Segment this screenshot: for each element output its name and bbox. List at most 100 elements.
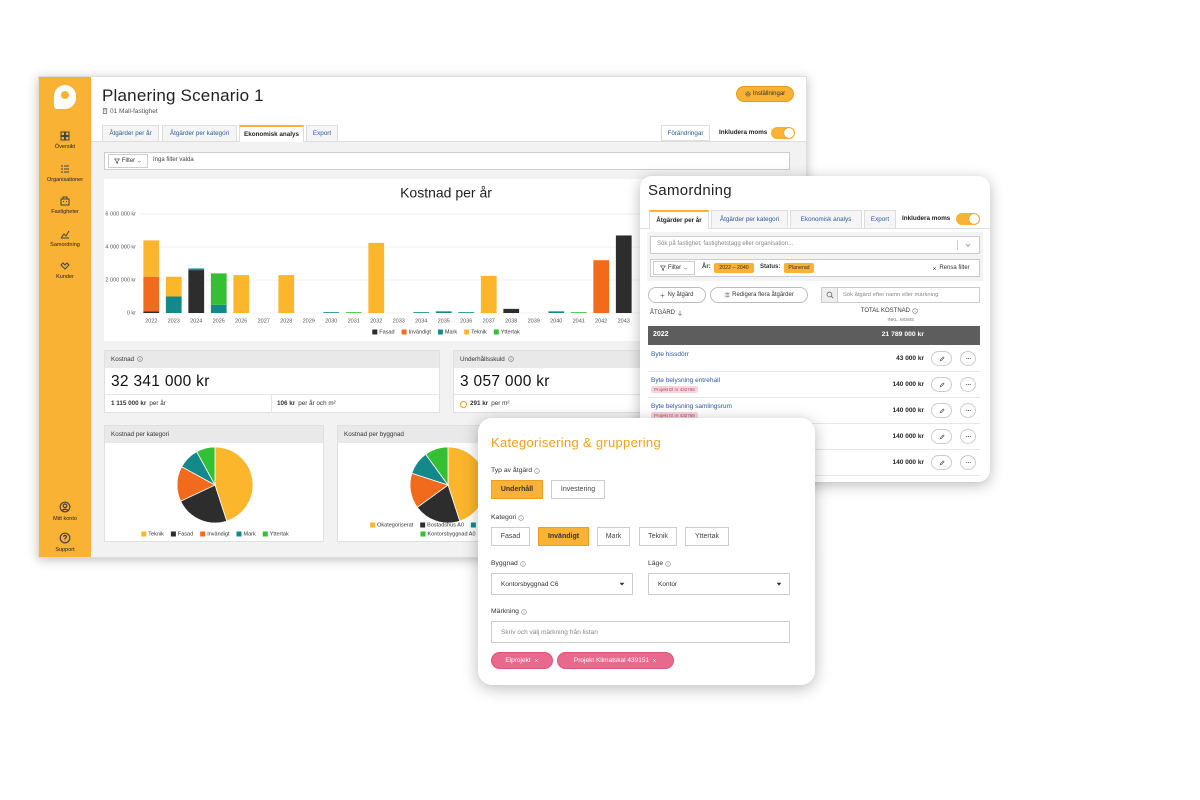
option-button[interactable]: Underhåll — [491, 480, 543, 499]
option-button[interactable]: Fasad — [491, 527, 530, 546]
action-name[interactable]: Byte hissdörr — [651, 351, 689, 358]
tag-chip[interactable]: Elprojekt — [491, 652, 553, 669]
toggle[interactable] — [956, 213, 980, 225]
tab[interactable]: Export — [306, 125, 338, 142]
filter-chip[interactable]: Planerad — [784, 263, 814, 273]
nav-item[interactable]: Mitt konto — [53, 516, 77, 522]
x-tick-label: 2038 — [505, 318, 517, 324]
nav-item[interactable]: Samordning — [50, 241, 80, 248]
filter-key: Status: — [760, 264, 781, 270]
option-button-label: Yttertak — [694, 533, 720, 540]
nav-item[interactable]: Fastigheter — [51, 209, 79, 215]
action-name[interactable]: Byte belysning entrehall — [651, 377, 721, 384]
icon-part — [912, 308, 918, 314]
icon-part — [138, 160, 142, 163]
new-label: Ny åtgärd — [667, 292, 694, 298]
filter-chip[interactable]: 2022 – 2040 — [714, 263, 754, 273]
filter-button[interactable]: Filter — [653, 261, 695, 275]
clear-filter[interactable]: Rensa filter — [925, 261, 977, 275]
tab[interactable]: Ekonomisk analys — [790, 210, 862, 229]
legend-swatch — [420, 531, 426, 537]
info-icon — [912, 308, 918, 314]
more-button[interactable] — [960, 403, 976, 418]
x-tick-label: 2033 — [393, 318, 405, 324]
bar-segment — [233, 275, 250, 313]
more-button[interactable] — [960, 429, 976, 444]
nav-icon — [59, 532, 71, 544]
search-box[interactable]: Sök på fastighet, fastighetstagg eller o… — [650, 236, 980, 254]
more-button[interactable] — [960, 455, 976, 470]
settings-button[interactable]: Inställningar — [736, 86, 794, 102]
list-icon — [724, 292, 730, 298]
more-button[interactable] — [960, 377, 976, 392]
icon-part — [826, 291, 834, 299]
icon-part — [61, 508, 69, 512]
action-cost: 140 000 kr — [892, 407, 924, 414]
x-tick-label: 2030 — [325, 318, 337, 324]
stat-text: per m² — [491, 400, 510, 407]
option-button-label: Investering — [560, 486, 596, 493]
select[interactable]: Kontor — [648, 573, 790, 595]
new-button[interactable]: Ny åtgärd — [648, 287, 706, 303]
page-title: Planering Scenario 1 — [102, 86, 264, 105]
tab[interactable]: Ekonomisk analys — [239, 125, 304, 142]
edit-multiple-button[interactable]: Redigera flera åtgärder — [710, 287, 808, 303]
tab[interactable]: Export — [864, 210, 896, 229]
plus-icon — [660, 293, 665, 298]
edit-button[interactable] — [931, 429, 952, 444]
option-button[interactable]: Investering — [551, 480, 605, 499]
option-button[interactable]: Teknik — [639, 527, 677, 546]
toggle[interactable] — [771, 127, 795, 139]
tab[interactable]: Åtgärder per år — [649, 210, 709, 229]
legend-swatch — [141, 531, 147, 537]
divider — [957, 240, 958, 250]
icon-part — [965, 383, 967, 386]
action-search[interactable]: Sök åtgärd efter namn eller märkning — [821, 287, 980, 303]
icon-part — [518, 515, 524, 521]
bar-segment — [165, 296, 182, 313]
select[interactable]: Kontorsbyggnad C6 — [491, 573, 633, 595]
icon-part — [534, 658, 538, 663]
icon-part — [508, 356, 514, 362]
tab[interactable]: Åtgärder per år — [102, 125, 159, 142]
project-tag: Projekt El nr 432768 — [651, 412, 698, 419]
changes-button[interactable]: Förändringar — [661, 125, 710, 141]
option-button[interactable]: Yttertak — [685, 527, 729, 546]
edit-button[interactable] — [931, 377, 952, 392]
tab[interactable]: Åtgärder per kategori — [711, 210, 788, 229]
text-input[interactable]: Skriv och välj märkning från listan — [491, 621, 790, 643]
more-button[interactable] — [960, 351, 976, 366]
tag-chip[interactable]: Projekt Klimatskal 439151 — [557, 652, 674, 669]
legend-item: Bostadshus A0 — [420, 522, 464, 528]
option-button[interactable]: Invändigt — [538, 527, 589, 546]
bar-segment — [143, 276, 160, 312]
icon-part — [59, 532, 71, 544]
legend-label: Fasad — [379, 329, 394, 335]
option-button[interactable]: Mark — [597, 527, 630, 546]
bar-segment — [143, 311, 160, 313]
search-addon — [822, 288, 838, 302]
option-button-label: Mark — [605, 533, 622, 540]
nav-item[interactable]: Support — [55, 547, 75, 553]
funnel-icon — [113, 158, 120, 164]
nav-item[interactable]: Organisationer — [46, 176, 84, 183]
card-header: Kostnad per kategori — [105, 426, 323, 443]
tab[interactable]: Åtgärder per kategori — [162, 125, 237, 142]
y-tick-label: 0 kr — [127, 310, 136, 316]
filter-button[interactable]: Filter — [108, 154, 148, 168]
bar-segment — [143, 240, 160, 277]
nav-item[interactable]: Kunder — [56, 274, 74, 280]
info-icon — [534, 468, 540, 474]
nav-item[interactable]: Översikt — [54, 144, 76, 150]
y-tick-label: 2 000 000 kr — [105, 277, 136, 283]
edit-button[interactable] — [931, 351, 952, 366]
action-name[interactable]: Byte belysning samlingsrum — [651, 403, 732, 410]
edit-button[interactable] — [931, 403, 952, 418]
edit-button[interactable] — [931, 455, 952, 470]
tab-label: Ekonomisk analys — [244, 131, 299, 138]
legend-label: Fasad — [178, 531, 193, 537]
card: Kostnad per kategori Teknik Fasad Invändigt… — [104, 425, 324, 542]
action-cost: 140 000 kr — [892, 381, 924, 388]
icon-part — [967, 435, 969, 438]
legend-label: Invändigt — [207, 531, 230, 537]
